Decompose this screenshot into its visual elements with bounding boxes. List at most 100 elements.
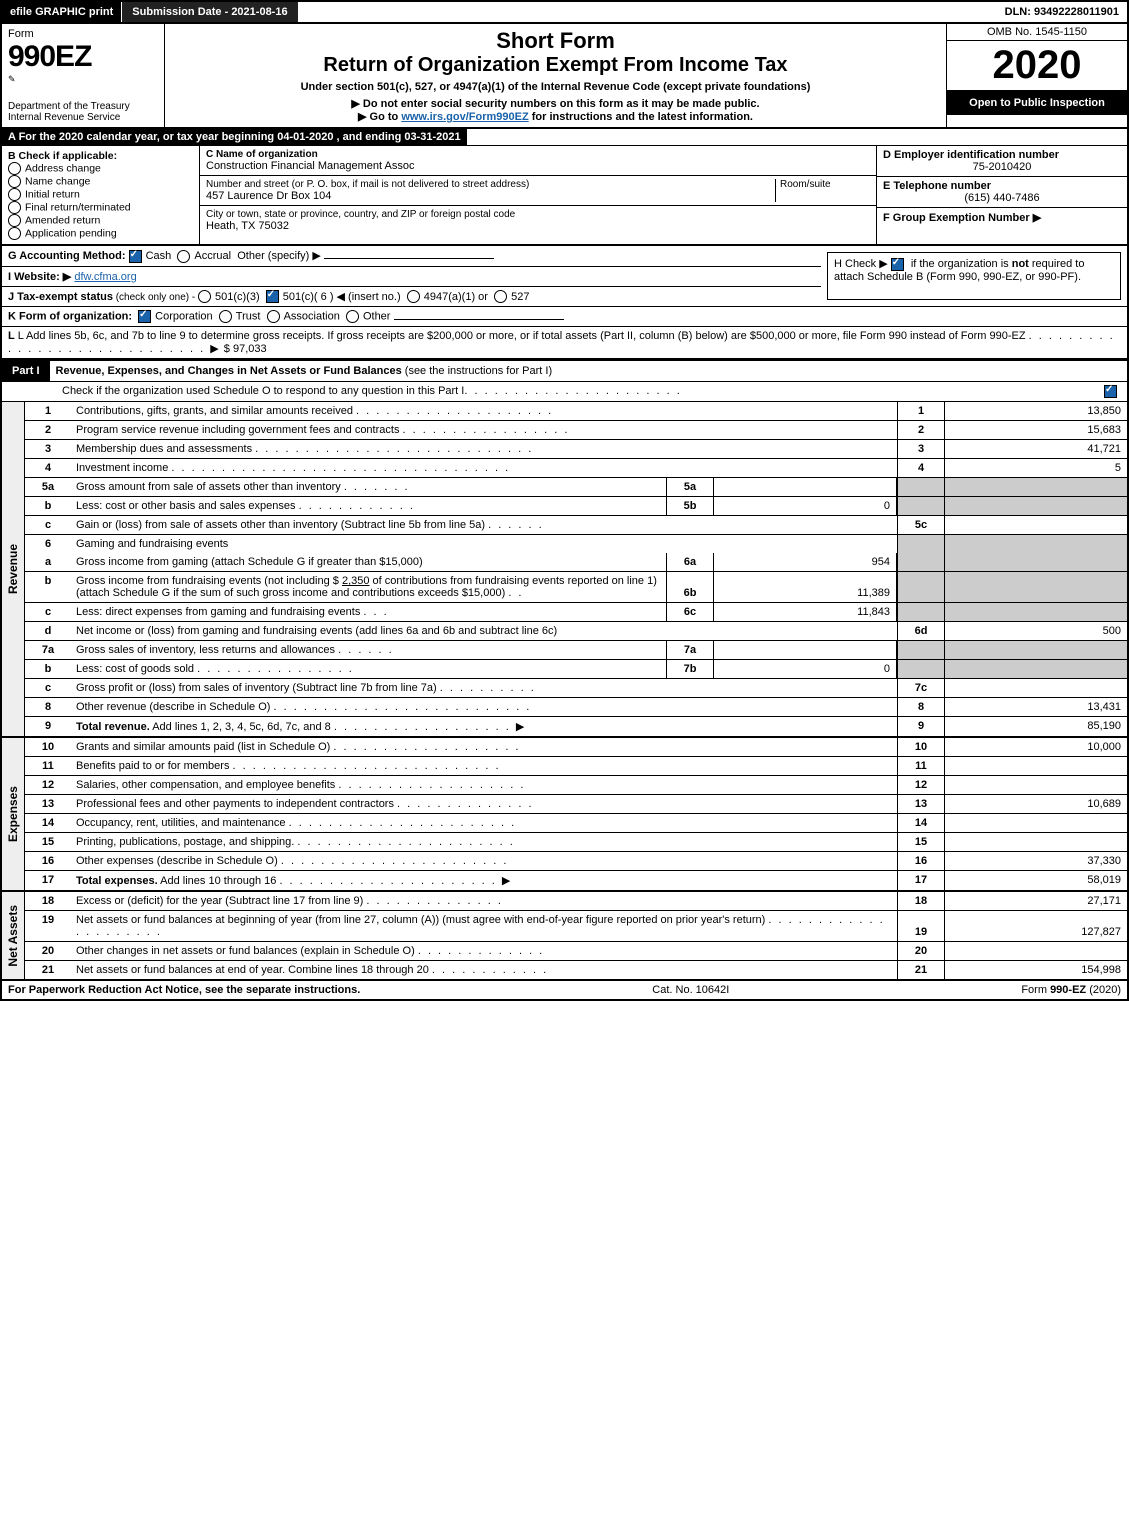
c-addr-label: Number and street (or P. O. box, if mail… xyxy=(206,179,775,190)
l7b-ref xyxy=(897,660,945,678)
line-5a: 5a Gross amount from sale of assets othe… xyxy=(25,478,1127,497)
l11-amt xyxy=(945,757,1127,775)
irs-link[interactable]: www.irs.gov/Form990EZ xyxy=(401,111,528,123)
l6b-dots: . . xyxy=(508,587,523,599)
chk-assoc[interactable] xyxy=(267,310,280,323)
title-short-form: Short Form xyxy=(171,28,940,54)
g-label: G Accounting Method: xyxy=(8,250,126,262)
chk-addr-change[interactable]: Address change xyxy=(8,162,193,175)
l4-num: 4 xyxy=(25,459,72,477)
efile-print-button[interactable]: efile GRAPHIC print xyxy=(2,2,121,22)
l5a-num: 5a xyxy=(25,478,72,496)
l15-num: 15 xyxy=(25,833,72,851)
chk-pending[interactable]: Application pending xyxy=(8,227,193,240)
page-footer: For Paperwork Reduction Act Notice, see … xyxy=(2,981,1127,999)
l6a-desc: Gross income from gaming (attach Schedul… xyxy=(76,556,423,568)
chk-name-change[interactable]: Name change xyxy=(8,175,193,188)
l7a-dots: . . . . . . xyxy=(338,644,394,656)
l2-dots: . . . . . . . . . . . . . . . . . xyxy=(403,424,570,436)
j-527: 527 xyxy=(511,291,529,303)
chk-h[interactable] xyxy=(891,258,904,271)
line-6d: d Net income or (loss) from gaming and f… xyxy=(25,622,1127,641)
l7c-amt xyxy=(945,679,1127,697)
l6a-num: a xyxy=(25,553,72,571)
chk-4947[interactable] xyxy=(407,290,420,303)
chk-trust[interactable] xyxy=(219,310,232,323)
footer-right-pre: Form xyxy=(1021,984,1050,996)
website-link[interactable]: dfw.cfma.org xyxy=(74,271,136,283)
l2-desc: Program service revenue including govern… xyxy=(76,424,399,436)
l3-dots: . . . . . . . . . . . . . . . . . . . . … xyxy=(255,443,533,455)
l5c-dots: . . . . . . xyxy=(488,519,544,531)
chk-initial-label: Initial return xyxy=(25,188,80,200)
part1-header: Part I Revenue, Expenses, and Changes in… xyxy=(2,359,1127,382)
chk-schedule-o[interactable] xyxy=(1104,385,1117,398)
l3-ref: 3 xyxy=(897,440,945,458)
l7c-num: c xyxy=(25,679,72,697)
l7a-samt xyxy=(714,641,897,659)
line-7b: b Less: cost of goods sold . . . . . . .… xyxy=(25,660,1127,679)
dln-label: DLN: 93492228011901 xyxy=(997,2,1127,22)
l12-amt xyxy=(945,776,1127,794)
h-mid: if the organization is xyxy=(908,258,1012,270)
l6d-desc: Net income or (loss) from gaming and fun… xyxy=(76,625,557,637)
l10-dots: . . . . . . . . . . . . . . . . . . . xyxy=(333,741,520,753)
phone-value: (615) 440-7486 xyxy=(883,192,1121,204)
chk-other[interactable] xyxy=(346,310,359,323)
revenue-block: Revenue 1 Contributions, gifts, grants, … xyxy=(2,402,1127,738)
l1-ref: 1 xyxy=(897,402,945,420)
chk-cash[interactable] xyxy=(129,250,142,263)
l20-ref: 20 xyxy=(897,942,945,960)
l9-ref: 9 xyxy=(897,717,945,736)
line-18: 18 Excess or (deficit) for the year (Sub… xyxy=(25,892,1127,911)
l18-dots: . . . . . . . . . . . . . . xyxy=(366,895,503,907)
c-name-label: C Name of organization xyxy=(206,149,870,160)
chk-accrual[interactable] xyxy=(177,250,190,263)
l13-num: 13 xyxy=(25,795,72,813)
chk-corp[interactable] xyxy=(138,310,151,323)
section-a: A For the 2020 calendar year, or tax yea… xyxy=(2,129,467,145)
footer-right-form: 990-EZ xyxy=(1050,984,1086,996)
subtitle: Under section 501(c), 527, or 4947(a)(1)… xyxy=(171,81,940,93)
line-21: 21 Net assets or fund balances at end of… xyxy=(25,961,1127,979)
netassets-lines: 18 Excess or (deficit) for the year (Sub… xyxy=(25,892,1127,979)
l1-amt: 13,850 xyxy=(945,402,1127,420)
c-city-label: City or town, state or province, country… xyxy=(206,209,870,220)
line-1: 1 Contributions, gifts, grants, and simi… xyxy=(25,402,1127,421)
l6-ref xyxy=(897,535,945,553)
chk-527[interactable] xyxy=(494,290,507,303)
l17-ref: 17 xyxy=(897,871,945,890)
topbar-spacer xyxy=(298,2,997,22)
l16-dots: . . . . . . . . . . . . . . . . . . . . … xyxy=(281,855,509,867)
chk-initial[interactable]: Initial return xyxy=(8,188,193,201)
l18-amt: 27,171 xyxy=(945,892,1127,910)
goto-post: for instructions and the latest informat… xyxy=(529,111,753,123)
line-5c: c Gain or (loss) from sale of assets oth… xyxy=(25,516,1127,535)
submission-date-label: Submission Date - 2021-08-16 xyxy=(121,2,297,22)
l11-num: 11 xyxy=(25,757,72,775)
netassets-block: Net Assets 18 Excess or (deficit) for th… xyxy=(2,892,1127,981)
l6b-ref xyxy=(897,572,945,602)
chk-final[interactable]: Final return/terminated xyxy=(8,201,193,214)
chk-amended[interactable]: Amended return xyxy=(8,214,193,227)
l-amount: $ 97,033 xyxy=(224,343,267,355)
chk-501c[interactable] xyxy=(266,290,279,303)
footer-mid: Cat. No. 10642I xyxy=(652,984,729,996)
l21-dots: . . . . . . . . . . . . xyxy=(432,964,548,976)
line-7c: c Gross profit or (loss) from sales of i… xyxy=(25,679,1127,698)
line-6: 6 Gaming and fundraising events xyxy=(25,535,1127,553)
l21-num: 21 xyxy=(25,961,72,979)
l6c-samt: 11,843 xyxy=(714,603,897,621)
l4-ref: 4 xyxy=(897,459,945,477)
footer-right-post: (2020) xyxy=(1086,984,1121,996)
part1-title-note: (see the instructions for Part I) xyxy=(402,365,552,377)
f-label: F Group Exemption Number ▶ xyxy=(883,211,1121,224)
l5a-desc: Gross amount from sale of assets other t… xyxy=(76,481,341,493)
expenses-tab-label: Expenses xyxy=(6,786,20,842)
l6-amt xyxy=(945,535,1127,553)
g-other: Other (specify) ▶ xyxy=(237,250,321,262)
chk-501c3[interactable] xyxy=(198,290,211,303)
a-mid: , and ending xyxy=(333,131,404,143)
l12-desc: Salaries, other compensation, and employ… xyxy=(76,779,335,791)
title-return: Return of Organization Exempt From Incom… xyxy=(171,54,940,77)
